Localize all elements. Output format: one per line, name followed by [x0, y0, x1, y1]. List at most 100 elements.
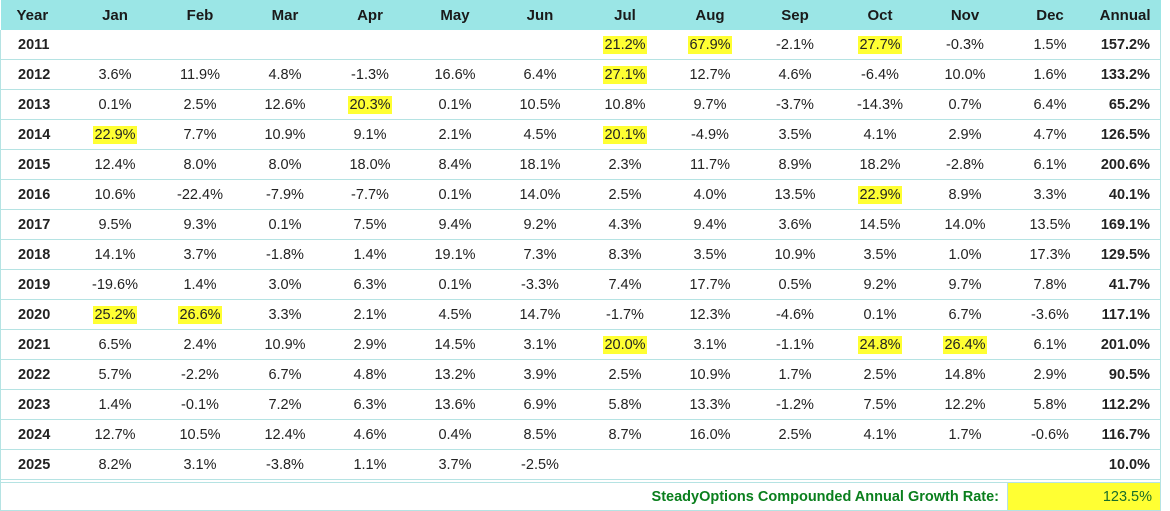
return-value: 3.9% [523, 366, 557, 383]
return-value: 0.1% [863, 306, 897, 323]
month-return-cell: 2.9% [922, 119, 1008, 150]
highlighted-return-value: 27.1% [603, 65, 647, 84]
return-value: -1.2% [776, 396, 814, 413]
header-row: Year Jan Feb Mar Apr May Jun Jul Aug Sep Oct Nov Dec… [0, 0, 1161, 30]
month-return-cell: 4.0% [667, 179, 753, 210]
month-return-cell [327, 30, 413, 60]
month-return-cell: 4.6% [752, 59, 838, 90]
month-return-cell [582, 449, 668, 480]
table-row: 2011 21.2% 67.9% -2.1% 27.7% -0.3% 1.5% 157.2% [0, 30, 1161, 60]
table-row: 2022 5.7% -2.2% 6.7% 4.8% 13.2% 3.9% 2.5% 10.9% 1… [0, 359, 1161, 390]
month-return-cell: 67.9% [667, 30, 753, 60]
month-return-cell: 13.5% [752, 179, 838, 210]
month-return-cell: 10.9% [752, 239, 838, 270]
return-value: 13.6% [434, 396, 476, 413]
return-value: 10.9% [689, 366, 731, 383]
highlighted-return-value: 22.9% [858, 185, 902, 204]
return-value: 11.7% [689, 156, 731, 173]
return-value: 2.5% [863, 366, 897, 383]
month-return-cell: 21.2% [582, 30, 668, 60]
month-return-cell: 12.6% [242, 89, 328, 120]
return-value: -22.4% [177, 186, 223, 203]
spacer-cell [0, 479, 1161, 483]
month-return-cell: 8.0% [242, 149, 328, 180]
month-return-cell: 6.4% [1007, 89, 1093, 120]
month-return-cell: -4.6% [752, 299, 838, 330]
return-value: 14.5% [434, 336, 476, 353]
return-value: 14.5% [859, 216, 901, 233]
month-return-cell: 2.9% [327, 329, 413, 360]
month-return-cell: -2.1% [752, 30, 838, 60]
return-value: -3.6% [1031, 306, 1069, 323]
month-return-cell: 13.5% [1007, 209, 1093, 240]
return-value: 1.6% [1033, 66, 1067, 83]
return-value: 2.1% [438, 126, 472, 143]
month-return-cell: 5.7% [72, 359, 158, 390]
return-value: -2.8% [946, 156, 984, 173]
return-value: 6.1% [1033, 336, 1067, 353]
month-return-cell: 9.2% [497, 209, 583, 240]
return-value: 4.6% [778, 66, 812, 83]
return-value: 1.4% [98, 396, 132, 413]
return-value: 4.5% [438, 306, 472, 323]
annual-return-cell: 129.5% [1092, 239, 1161, 270]
month-return-cell: 4.1% [837, 419, 923, 450]
return-value: -7.9% [266, 186, 304, 203]
return-value: 12.4% [94, 156, 136, 173]
column-header-month: May [412, 0, 498, 30]
highlighted-return-value: 22.9% [93, 125, 137, 144]
annual-return-cell: 41.7% [1092, 269, 1161, 300]
month-return-cell: 3.7% [412, 449, 498, 480]
return-value: 7.5% [353, 216, 387, 233]
return-value: 0.1% [268, 216, 302, 233]
cagr-row: SteadyOptions Compounded Annual Growth R… [0, 482, 1161, 511]
month-return-cell: 1.4% [157, 269, 243, 300]
month-return-cell: -6.4% [837, 59, 923, 90]
month-return-cell: 2.1% [327, 299, 413, 330]
annual-return-cell: 126.5% [1092, 119, 1161, 150]
month-return-cell: 9.1% [327, 119, 413, 150]
month-return-cell: -2.5% [497, 449, 583, 480]
month-return-cell: 14.1% [72, 239, 158, 270]
month-return-cell: 2.5% [837, 359, 923, 390]
month-return-cell: -14.3% [837, 89, 923, 120]
annual-return-cell: 169.1% [1092, 209, 1161, 240]
return-value: -1.1% [776, 336, 814, 353]
table-row: 2015 12.4% 8.0% 8.0% 18.0% 8.4% 18.1% 2.3% 11.7%… [0, 149, 1161, 180]
return-value: 4.1% [863, 126, 897, 143]
month-return-cell: 14.0% [497, 179, 583, 210]
month-return-cell: 8.4% [412, 149, 498, 180]
return-value: 2.5% [608, 186, 642, 203]
return-value: 12.4% [264, 426, 306, 443]
month-return-cell: 12.4% [242, 419, 328, 450]
month-return-cell: 16.0% [667, 419, 753, 450]
return-value: -1.8% [266, 246, 304, 263]
month-return-cell: 9.3% [157, 209, 243, 240]
return-value: 3.0% [268, 276, 302, 293]
month-return-cell: 8.3% [582, 239, 668, 270]
table-row: 2016 10.6% -22.4% -7.9% -7.7% 0.1% 14.0% 2.5% 4.… [0, 179, 1161, 210]
spacer-row [0, 479, 1161, 483]
return-value: -4.6% [776, 306, 814, 323]
month-return-cell: 3.6% [72, 59, 158, 90]
month-return-cell: 2.5% [582, 359, 668, 390]
year-cell: 2015 [0, 149, 73, 180]
month-return-cell: 2.5% [157, 89, 243, 120]
return-value: 9.3% [183, 216, 217, 233]
month-return-cell: -1.1% [752, 329, 838, 360]
return-value: 3.5% [693, 246, 727, 263]
month-return-cell: 8.7% [582, 419, 668, 450]
return-value: 3.7% [438, 456, 472, 473]
table-row: 2017 9.5% 9.3% 0.1% 7.5% 9.4% 9.2% 4.3% 9.4% 3.6%… [0, 209, 1161, 240]
month-return-cell: 9.4% [667, 209, 753, 240]
highlighted-return-value: 21.2% [603, 35, 647, 54]
return-value: 7.5% [863, 396, 897, 413]
month-return-cell [922, 449, 1008, 480]
return-value: 4.8% [353, 366, 387, 383]
return-value: 1.1% [353, 456, 387, 473]
return-value: 10.0% [944, 66, 986, 83]
table-row: 2013 0.1% 2.5% 12.6% 20.3% 0.1% 10.5% 10.8% 9.7%… [0, 89, 1161, 120]
return-value: 14.1% [94, 246, 136, 263]
month-return-cell: 14.5% [412, 329, 498, 360]
return-value: 3.1% [523, 336, 557, 353]
